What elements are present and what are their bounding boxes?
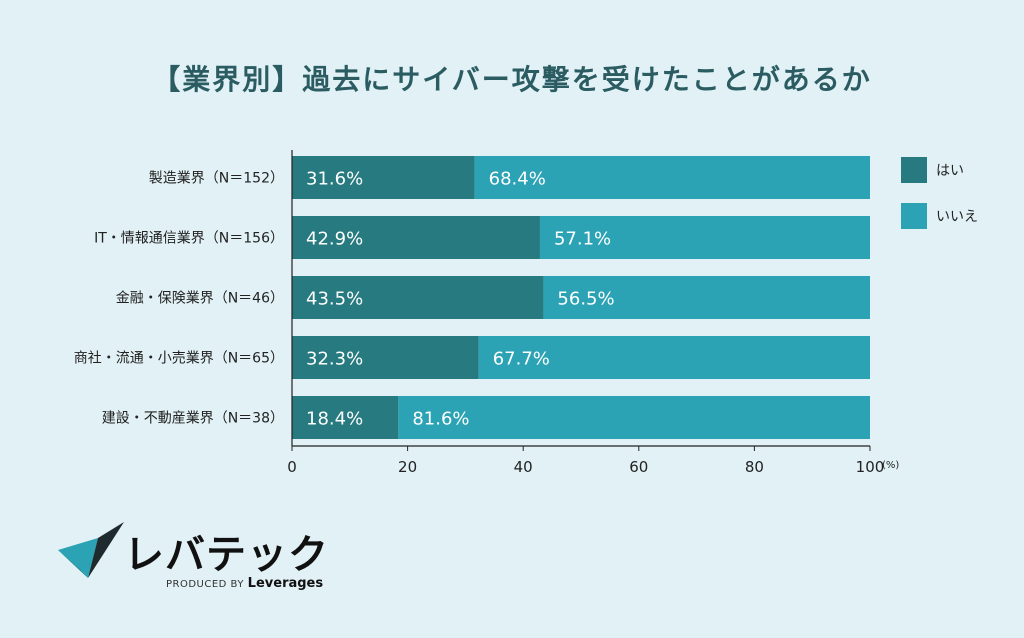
logo-produced-by: PRODUCED BY — [166, 579, 244, 590]
logo-subtitle: PRODUCED BY Leverages — [166, 576, 323, 591]
logo-text: レバテック — [124, 532, 329, 578]
x-tick-label: 0 — [287, 458, 297, 476]
levtech-logo: レバテック PRODUCED BY Leverages — [58, 518, 338, 598]
data-label: 31.6% — [306, 169, 363, 190]
x-tick-label: 60 — [629, 458, 648, 476]
data-label: 32.3% — [306, 349, 363, 370]
bar-segment-no — [474, 156, 870, 199]
bar-segment-yes — [292, 336, 479, 379]
data-label: 43.5% — [306, 289, 363, 310]
chart-title: 【業界別】過去にサイバー攻撃を受けたことがあるか — [152, 63, 872, 96]
category-label: IT・情報通信業界（N＝156） — [94, 231, 284, 247]
data-label: 18.4% — [306, 409, 363, 430]
data-label: 57.1% — [554, 229, 611, 250]
bar-segment-no — [543, 276, 870, 319]
bar-segment-yes — [292, 396, 399, 439]
bar-segment-yes — [292, 156, 475, 199]
data-label: 42.9% — [306, 229, 363, 250]
bar-segment-no — [539, 216, 870, 259]
x-tick-label: 100 — [856, 458, 885, 476]
logo-mark-icon — [58, 522, 124, 578]
bar-segment-no — [398, 396, 870, 439]
x-tick-label: 80 — [745, 458, 764, 476]
legend-swatch — [901, 157, 927, 183]
legend-label: はい — [936, 163, 964, 179]
x-tick-label: 20 — [398, 458, 417, 476]
category-label: 金融・保険業界（N＝46） — [116, 291, 284, 307]
legend-swatch — [901, 203, 927, 229]
x-unit-label: (%) — [882, 460, 899, 471]
legend-label: いいえ — [936, 209, 978, 225]
category-label: 建設・不動産業界（N＝38） — [102, 411, 284, 427]
category-label: 商社・流通・小売業界（N＝65） — [74, 351, 284, 367]
bar-segment-yes — [292, 276, 544, 319]
data-label: 56.5% — [557, 289, 614, 310]
data-label: 68.4% — [489, 169, 546, 190]
category-label: 製造業界（N＝152） — [149, 171, 284, 187]
x-tick-label: 40 — [514, 458, 533, 476]
bar-segment-no — [478, 336, 870, 379]
data-label: 81.6% — [412, 409, 469, 430]
data-label: 67.7% — [493, 349, 550, 370]
bar-segment-yes — [292, 216, 540, 259]
logo-brand: Leverages — [247, 576, 324, 591]
